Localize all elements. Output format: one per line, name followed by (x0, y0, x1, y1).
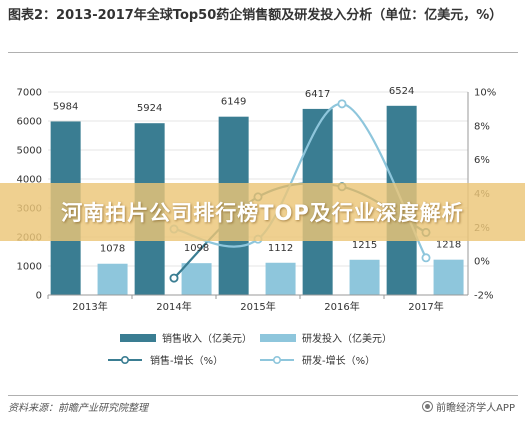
legend-label: 研发-增长（%） (302, 354, 375, 367)
x-tick-label: 2014年 (156, 300, 191, 313)
sales-growth-point (169, 273, 179, 283)
rd-growth-point (421, 253, 431, 263)
source-note: 资料来源：前瞻产业研究院整理 (8, 403, 148, 414)
rd-value-label: 1078 (100, 244, 125, 255)
data-labels: 5984 5924 6149 6417 6524 1078 1098 1112 1215 1218 (53, 86, 461, 255)
y-left-tick-label: 6000 (17, 117, 42, 128)
rd-bar (265, 262, 296, 295)
y-left-tick-label: 4000 (17, 175, 42, 186)
rd-growth-point (337, 99, 347, 109)
overlay-banner: 河南拍片公司排行榜TOP及行业深度解析 (0, 183, 525, 241)
sales-value-label: 6417 (305, 89, 330, 100)
y-right-tick-label: 6% (474, 155, 490, 166)
chart-title: 图表2：2013-2017年全球Top50药企销售额及研发投入分析（单位：亿美元… (8, 8, 503, 23)
rd-growth-line (173, 102, 427, 259)
y-right-tick-label: -2% (474, 291, 493, 302)
y-left-tick-label: 7000 (17, 88, 42, 99)
brand-name: 前瞻经济学人APP (436, 403, 515, 414)
rd-value-label: 1112 (268, 243, 293, 254)
y-left-tick-label: 1000 (17, 262, 42, 273)
rd-bar (433, 259, 464, 295)
y-left-tick-label: 0 (36, 291, 42, 302)
x-tick-label: 2013年 (72, 300, 107, 313)
legend-bar-swatch (260, 334, 296, 342)
brand-logo-icon (422, 401, 434, 412)
rd-value-label: 1098 (184, 243, 209, 254)
rd-bar (97, 263, 128, 295)
y-right-tick-label: 8% (474, 121, 490, 132)
banner-text: 河南拍片公司排行榜TOP及行业深度解析 (61, 201, 464, 225)
legend-label: 研发投入（亿美元） (302, 332, 392, 345)
brand-mark: 前瞻经济学人APP (422, 399, 515, 414)
x-tick-label: 2015年 (240, 300, 275, 313)
legend: 销售收入（亿美元） 研发投入（亿美元） 销售-增长（%） 研发-增长（%） (108, 332, 392, 367)
sales-value-label: 6149 (221, 97, 246, 108)
footer-divider (8, 395, 518, 396)
x-tick-label: 2016年 (324, 300, 359, 313)
rd-value-label: 1215 (352, 240, 377, 251)
sales-value-label: 5924 (137, 103, 162, 114)
sales-value-label: 6524 (389, 86, 414, 97)
sales-value-label: 5984 (53, 101, 78, 112)
x-tick-label: 2017年 (408, 300, 443, 313)
rd-bar (181, 263, 212, 295)
rd-bar (349, 259, 380, 295)
legend-label: 销售收入（亿美元） (162, 332, 252, 345)
legend-marker (121, 355, 130, 364)
legend-marker (272, 355, 281, 364)
y-right-tick-label: 10% (474, 88, 496, 99)
legend-bar-swatch (120, 334, 156, 342)
y-left-tick-label: 5000 (17, 146, 42, 157)
title-divider (8, 52, 518, 53)
legend-label: 销售-增长（%） (150, 354, 223, 367)
axes: 01000200030004000500060007000-2%0%2%4%6%… (17, 88, 497, 314)
rd-value-label: 1218 (436, 240, 461, 251)
y-right-tick-label: 0% (474, 257, 490, 268)
